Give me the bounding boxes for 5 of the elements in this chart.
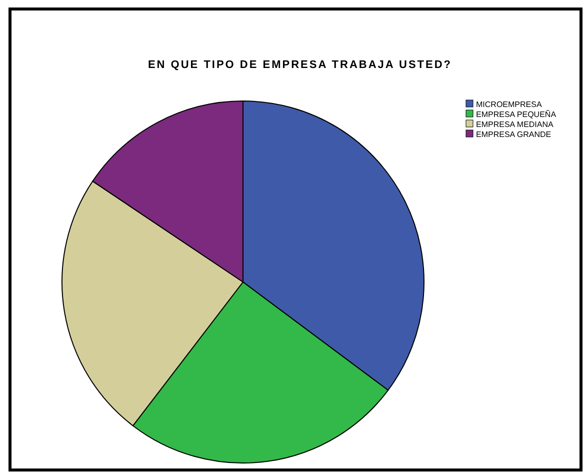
legend-label: EMPRESA PEQUEÑA [476,109,557,119]
chart-title: EN QUE TIPO DE EMPRESA TRABAJA USTED? [148,59,452,71]
legend-label: MICROEMPRESA [476,100,542,109]
legend-label: EMPRESA GRANDE [476,130,552,139]
legend-label: EMPRESA MEDIANA [476,120,554,129]
